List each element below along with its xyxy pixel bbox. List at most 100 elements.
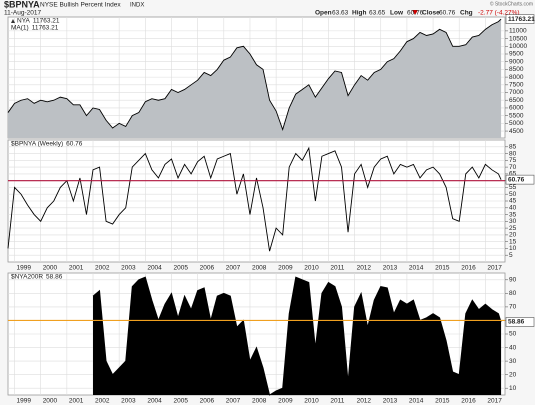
down-arrow bbox=[412, 10, 418, 15]
date: 11-Aug-2017 bbox=[4, 10, 41, 17]
area bbox=[93, 277, 502, 395]
x-tick-label: 2015 bbox=[435, 398, 450, 405]
x-tick-label: 2008 bbox=[252, 265, 267, 272]
quote-value: -2.77 (-4.27%) bbox=[478, 10, 520, 17]
y-tick-label: 5000 bbox=[509, 120, 524, 127]
x-tick-label: 2002 bbox=[95, 265, 110, 272]
x-tick-label: 2011 bbox=[330, 398, 344, 405]
quote-label: High bbox=[352, 10, 366, 17]
y-tick-label: 15 bbox=[509, 238, 517, 245]
y-tick-label: 70 bbox=[509, 164, 517, 171]
y-tick-label: 75 bbox=[509, 157, 517, 164]
legend-value: 11763.21 bbox=[32, 25, 59, 32]
y-tick-label: 35 bbox=[509, 211, 517, 218]
quote-value: 60.76 bbox=[407, 10, 424, 17]
y-tick-label: 20 bbox=[509, 371, 517, 378]
legend-entry: $NYA200R bbox=[11, 274, 43, 281]
y-tick-label: 5 bbox=[509, 252, 513, 259]
x-tick-label: 2003 bbox=[121, 265, 136, 272]
y-tick-label: 10 bbox=[509, 245, 517, 252]
quote-value: 63.63 bbox=[332, 10, 349, 17]
y-tick-label: 4500 bbox=[509, 128, 524, 135]
y-tick-label: 7000 bbox=[509, 89, 524, 96]
x-tick-label: 2010 bbox=[304, 398, 319, 405]
x-tick-label: 1999 bbox=[17, 398, 32, 405]
last-value: 11763.21 bbox=[508, 16, 535, 23]
y-tick-label: 70 bbox=[509, 304, 517, 311]
x-tick-label: 2016 bbox=[461, 398, 476, 405]
y-tick-label: 30 bbox=[509, 358, 517, 365]
quote-label: Low bbox=[390, 10, 404, 17]
quote-label: Close bbox=[422, 10, 440, 17]
legend-entry: MA(1) bbox=[11, 25, 29, 32]
legend-value: 58.86 bbox=[46, 274, 63, 281]
y-tick-label: 55 bbox=[509, 184, 517, 191]
x-tick-label: 2012 bbox=[357, 265, 372, 272]
x-tick-label: 2013 bbox=[383, 265, 398, 272]
y-tick-label: 50 bbox=[509, 191, 517, 198]
y-tick-label: 45 bbox=[509, 198, 517, 205]
quote-label: Chg bbox=[460, 10, 473, 17]
legend-entry: $BPNYA (Weekly) bbox=[11, 141, 63, 148]
x-tick-label: 2009 bbox=[278, 398, 293, 405]
y-tick-label: 50 bbox=[509, 331, 517, 338]
y-tick-label: 6500 bbox=[509, 97, 524, 104]
last-value-box bbox=[505, 317, 535, 327]
legend-value: 60.76 bbox=[66, 141, 83, 148]
x-tick-label: 2017 bbox=[487, 398, 502, 405]
last-value-box bbox=[505, 174, 535, 185]
x-tick-label: 2011 bbox=[330, 265, 344, 272]
x-tick-label: 2008 bbox=[252, 398, 267, 405]
y-tick-label: 5500 bbox=[509, 112, 524, 119]
y-tick-label: 11000 bbox=[509, 28, 527, 35]
x-tick-label: 2017 bbox=[487, 265, 502, 272]
x-tick-label: 2000 bbox=[43, 398, 58, 405]
y-tick-label: 20 bbox=[509, 232, 517, 239]
x-tick-label: 2003 bbox=[121, 398, 136, 405]
y-tick-label: 9500 bbox=[509, 51, 524, 58]
credit: © StockCharts.com bbox=[490, 0, 533, 7]
index-name: NYSE Bullish Percent Index bbox=[40, 2, 121, 9]
y-tick-label: 8500 bbox=[509, 66, 524, 73]
y-tick-label: 40 bbox=[509, 204, 517, 211]
x-tick-label: 2006 bbox=[200, 265, 215, 272]
line bbox=[7, 18, 502, 131]
x-tick-label: 2016 bbox=[461, 265, 476, 272]
y-tick-label: 30 bbox=[509, 218, 517, 225]
x-tick-label: 2000 bbox=[43, 265, 58, 272]
symbol: $BPNYA bbox=[4, 0, 40, 9]
y-tick-label: 10 bbox=[509, 385, 517, 392]
y-tick-label: 7500 bbox=[509, 82, 524, 89]
x-tick-label: 2004 bbox=[147, 265, 162, 272]
area bbox=[8, 19, 502, 138]
y-tick-label: 40 bbox=[509, 344, 517, 351]
x-tick-label: 2013 bbox=[383, 398, 398, 405]
legend-value: 11763.21 bbox=[33, 18, 60, 25]
y-tick-label: 10000 bbox=[509, 43, 527, 50]
y-tick-label: 9000 bbox=[509, 58, 524, 65]
x-tick-label: 2005 bbox=[173, 398, 188, 405]
x-tick-label: 1999 bbox=[17, 265, 32, 272]
x-tick-label: 2014 bbox=[409, 265, 424, 272]
x-tick-label: 2014 bbox=[409, 398, 424, 405]
line bbox=[92, 276, 502, 396]
y-tick-label: 80 bbox=[509, 290, 517, 297]
x-tick-label: 2002 bbox=[95, 398, 110, 405]
y-tick-label: 80 bbox=[509, 150, 517, 157]
x-tick-label: 2009 bbox=[278, 265, 293, 272]
last-value: 58.86 bbox=[508, 319, 525, 326]
y-tick-label: 65 bbox=[509, 171, 517, 178]
x-tick-label: 2005 bbox=[173, 265, 188, 272]
x-tick-label: 2010 bbox=[304, 265, 319, 272]
last-value: 60.76 bbox=[508, 176, 525, 183]
x-tick-label: 2001 bbox=[69, 265, 84, 272]
x-tick-label: 2007 bbox=[226, 398, 241, 405]
x-tick-label: 2004 bbox=[147, 398, 162, 405]
quote-label: Open bbox=[315, 10, 332, 17]
legend-entry: NYA bbox=[17, 18, 31, 25]
exchange: INDX bbox=[130, 3, 144, 9]
x-tick-label: 2006 bbox=[200, 398, 215, 405]
x-tick-label: 2007 bbox=[226, 265, 241, 272]
y-tick-label: 10500 bbox=[509, 35, 527, 42]
